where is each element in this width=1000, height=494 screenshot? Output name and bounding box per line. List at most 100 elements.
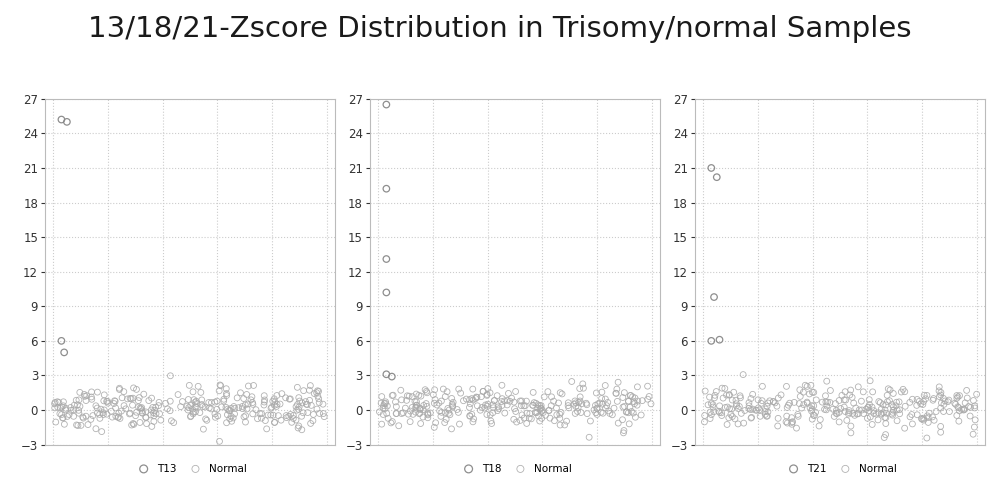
Normal — [865, 388, 881, 396]
Normal — [507, 405, 523, 412]
Normal — [52, 410, 68, 417]
Normal — [552, 389, 568, 397]
Normal — [412, 405, 428, 412]
Normal — [864, 403, 880, 411]
Normal — [589, 405, 605, 412]
Normal — [533, 404, 549, 412]
Normal — [291, 403, 307, 411]
Normal — [440, 405, 456, 412]
Normal — [837, 408, 853, 415]
Normal — [933, 404, 949, 412]
Normal — [879, 398, 895, 406]
Normal — [222, 407, 238, 414]
Normal — [759, 412, 775, 420]
Normal — [130, 397, 146, 405]
Normal — [478, 401, 494, 409]
Normal — [79, 392, 95, 400]
Normal — [408, 408, 424, 416]
Normal — [952, 392, 968, 400]
Normal — [799, 382, 815, 390]
Normal — [543, 402, 559, 410]
Normal — [705, 401, 721, 409]
Normal — [817, 392, 833, 400]
Normal — [622, 392, 638, 400]
Normal — [444, 395, 460, 403]
Normal — [640, 382, 656, 390]
Normal — [418, 400, 434, 408]
Normal — [108, 404, 124, 412]
Normal — [84, 395, 100, 403]
Normal — [534, 408, 550, 415]
Normal — [477, 404, 493, 412]
Normal — [541, 407, 557, 414]
Normal — [118, 405, 134, 413]
Normal — [405, 411, 421, 418]
Normal — [207, 398, 223, 406]
Normal — [623, 391, 639, 399]
Normal — [134, 409, 150, 417]
Normal — [185, 388, 201, 396]
Normal — [799, 399, 815, 407]
Normal — [627, 400, 643, 408]
Normal — [290, 424, 306, 432]
Normal — [315, 410, 331, 417]
Normal — [479, 391, 495, 399]
Normal — [377, 399, 393, 407]
Normal — [122, 394, 138, 402]
Normal — [419, 403, 435, 411]
Normal — [573, 409, 589, 416]
Normal — [180, 406, 196, 414]
Normal — [144, 394, 160, 402]
Normal — [229, 394, 245, 402]
Normal — [702, 408, 718, 416]
Normal — [525, 388, 541, 396]
Normal — [895, 385, 911, 393]
Normal — [209, 406, 225, 413]
Normal — [769, 402, 785, 410]
Normal — [620, 397, 636, 405]
Normal — [726, 388, 742, 396]
Normal — [733, 410, 749, 417]
Normal — [125, 401, 141, 409]
Normal — [924, 413, 940, 421]
Normal — [402, 407, 418, 415]
Normal — [464, 395, 480, 403]
Normal — [557, 421, 573, 429]
Normal — [700, 401, 716, 409]
Normal — [707, 391, 723, 399]
Normal — [138, 414, 154, 422]
Normal — [845, 410, 861, 417]
Normal — [284, 418, 300, 426]
Normal — [712, 402, 728, 410]
Normal — [427, 386, 443, 394]
Normal — [473, 393, 489, 401]
Normal — [252, 410, 268, 417]
Normal — [433, 397, 449, 405]
Normal — [767, 399, 783, 407]
Normal — [415, 406, 431, 413]
Normal — [158, 400, 174, 408]
Normal — [571, 399, 587, 407]
Normal — [214, 403, 230, 411]
Normal — [754, 397, 770, 405]
Normal — [384, 392, 400, 400]
Normal — [431, 399, 447, 407]
Normal — [885, 407, 901, 414]
Normal — [111, 409, 127, 417]
Normal — [243, 396, 259, 404]
Normal — [240, 400, 256, 408]
Normal — [302, 396, 318, 404]
Normal — [412, 409, 428, 417]
Normal — [420, 414, 436, 422]
Normal — [879, 391, 895, 399]
Normal — [148, 403, 164, 411]
Normal — [71, 407, 87, 414]
T13 — [56, 348, 72, 356]
Normal — [216, 395, 232, 403]
Normal — [957, 406, 973, 413]
Normal — [93, 405, 109, 413]
Normal — [844, 393, 860, 401]
Normal — [399, 396, 415, 404]
Normal — [959, 394, 975, 402]
Normal — [468, 393, 484, 401]
